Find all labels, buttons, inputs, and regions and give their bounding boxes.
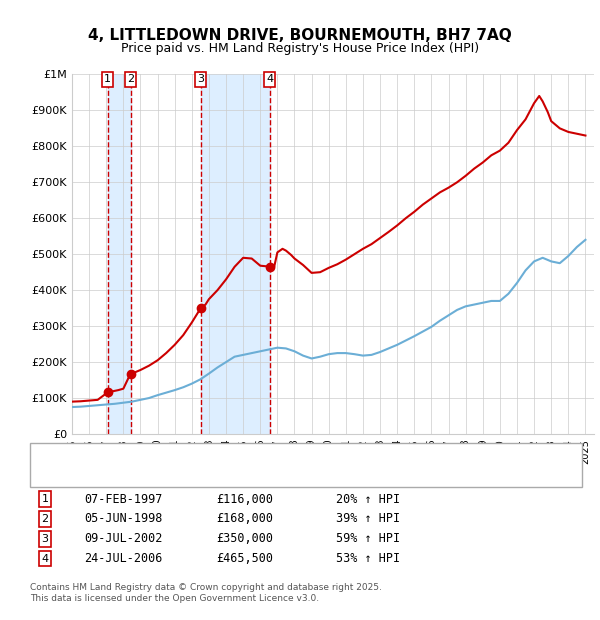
Text: 3: 3 <box>197 74 204 84</box>
Text: 24-JUL-2006: 24-JUL-2006 <box>84 552 163 565</box>
Text: Contains HM Land Registry data © Crown copyright and database right 2025.: Contains HM Land Registry data © Crown c… <box>30 583 382 592</box>
Text: 1: 1 <box>104 74 111 84</box>
Text: 1: 1 <box>41 494 49 504</box>
Text: HPI: Average price, detached house, Bournemouth Christchurch and Poole: HPI: Average price, detached house, Bour… <box>90 458 505 467</box>
Bar <box>108 74 131 434</box>
Text: 07-FEB-1997: 07-FEB-1997 <box>84 493 163 505</box>
Text: 05-JUN-1998: 05-JUN-1998 <box>84 513 163 525</box>
Bar <box>201 74 269 434</box>
Text: 39% ↑ HPI: 39% ↑ HPI <box>336 513 400 525</box>
Text: £465,500: £465,500 <box>216 552 273 565</box>
Text: £168,000: £168,000 <box>216 513 273 525</box>
Text: 4: 4 <box>41 554 49 564</box>
Text: 2: 2 <box>41 514 49 524</box>
Text: 59% ↑ HPI: 59% ↑ HPI <box>336 533 400 545</box>
Text: 53% ↑ HPI: 53% ↑ HPI <box>336 552 400 565</box>
Text: Price paid vs. HM Land Registry's House Price Index (HPI): Price paid vs. HM Land Registry's House … <box>121 42 479 55</box>
Text: £116,000: £116,000 <box>216 493 273 505</box>
Text: £350,000: £350,000 <box>216 533 273 545</box>
Text: 09-JUL-2002: 09-JUL-2002 <box>84 533 163 545</box>
Text: ——: —— <box>54 456 82 469</box>
Text: 3: 3 <box>41 534 49 544</box>
Text: 20% ↑ HPI: 20% ↑ HPI <box>336 493 400 505</box>
Text: 2: 2 <box>127 74 134 84</box>
Text: ——: —— <box>54 443 82 457</box>
Text: This data is licensed under the Open Government Licence v3.0.: This data is licensed under the Open Gov… <box>30 594 319 603</box>
Text: 4, LITTLEDOWN DRIVE, BOURNEMOUTH, BH7 7AQ (detached house): 4, LITTLEDOWN DRIVE, BOURNEMOUTH, BH7 7A… <box>90 445 469 455</box>
Text: 4, LITTLEDOWN DRIVE, BOURNEMOUTH, BH7 7AQ: 4, LITTLEDOWN DRIVE, BOURNEMOUTH, BH7 7A… <box>88 28 512 43</box>
Text: 4: 4 <box>266 74 273 84</box>
